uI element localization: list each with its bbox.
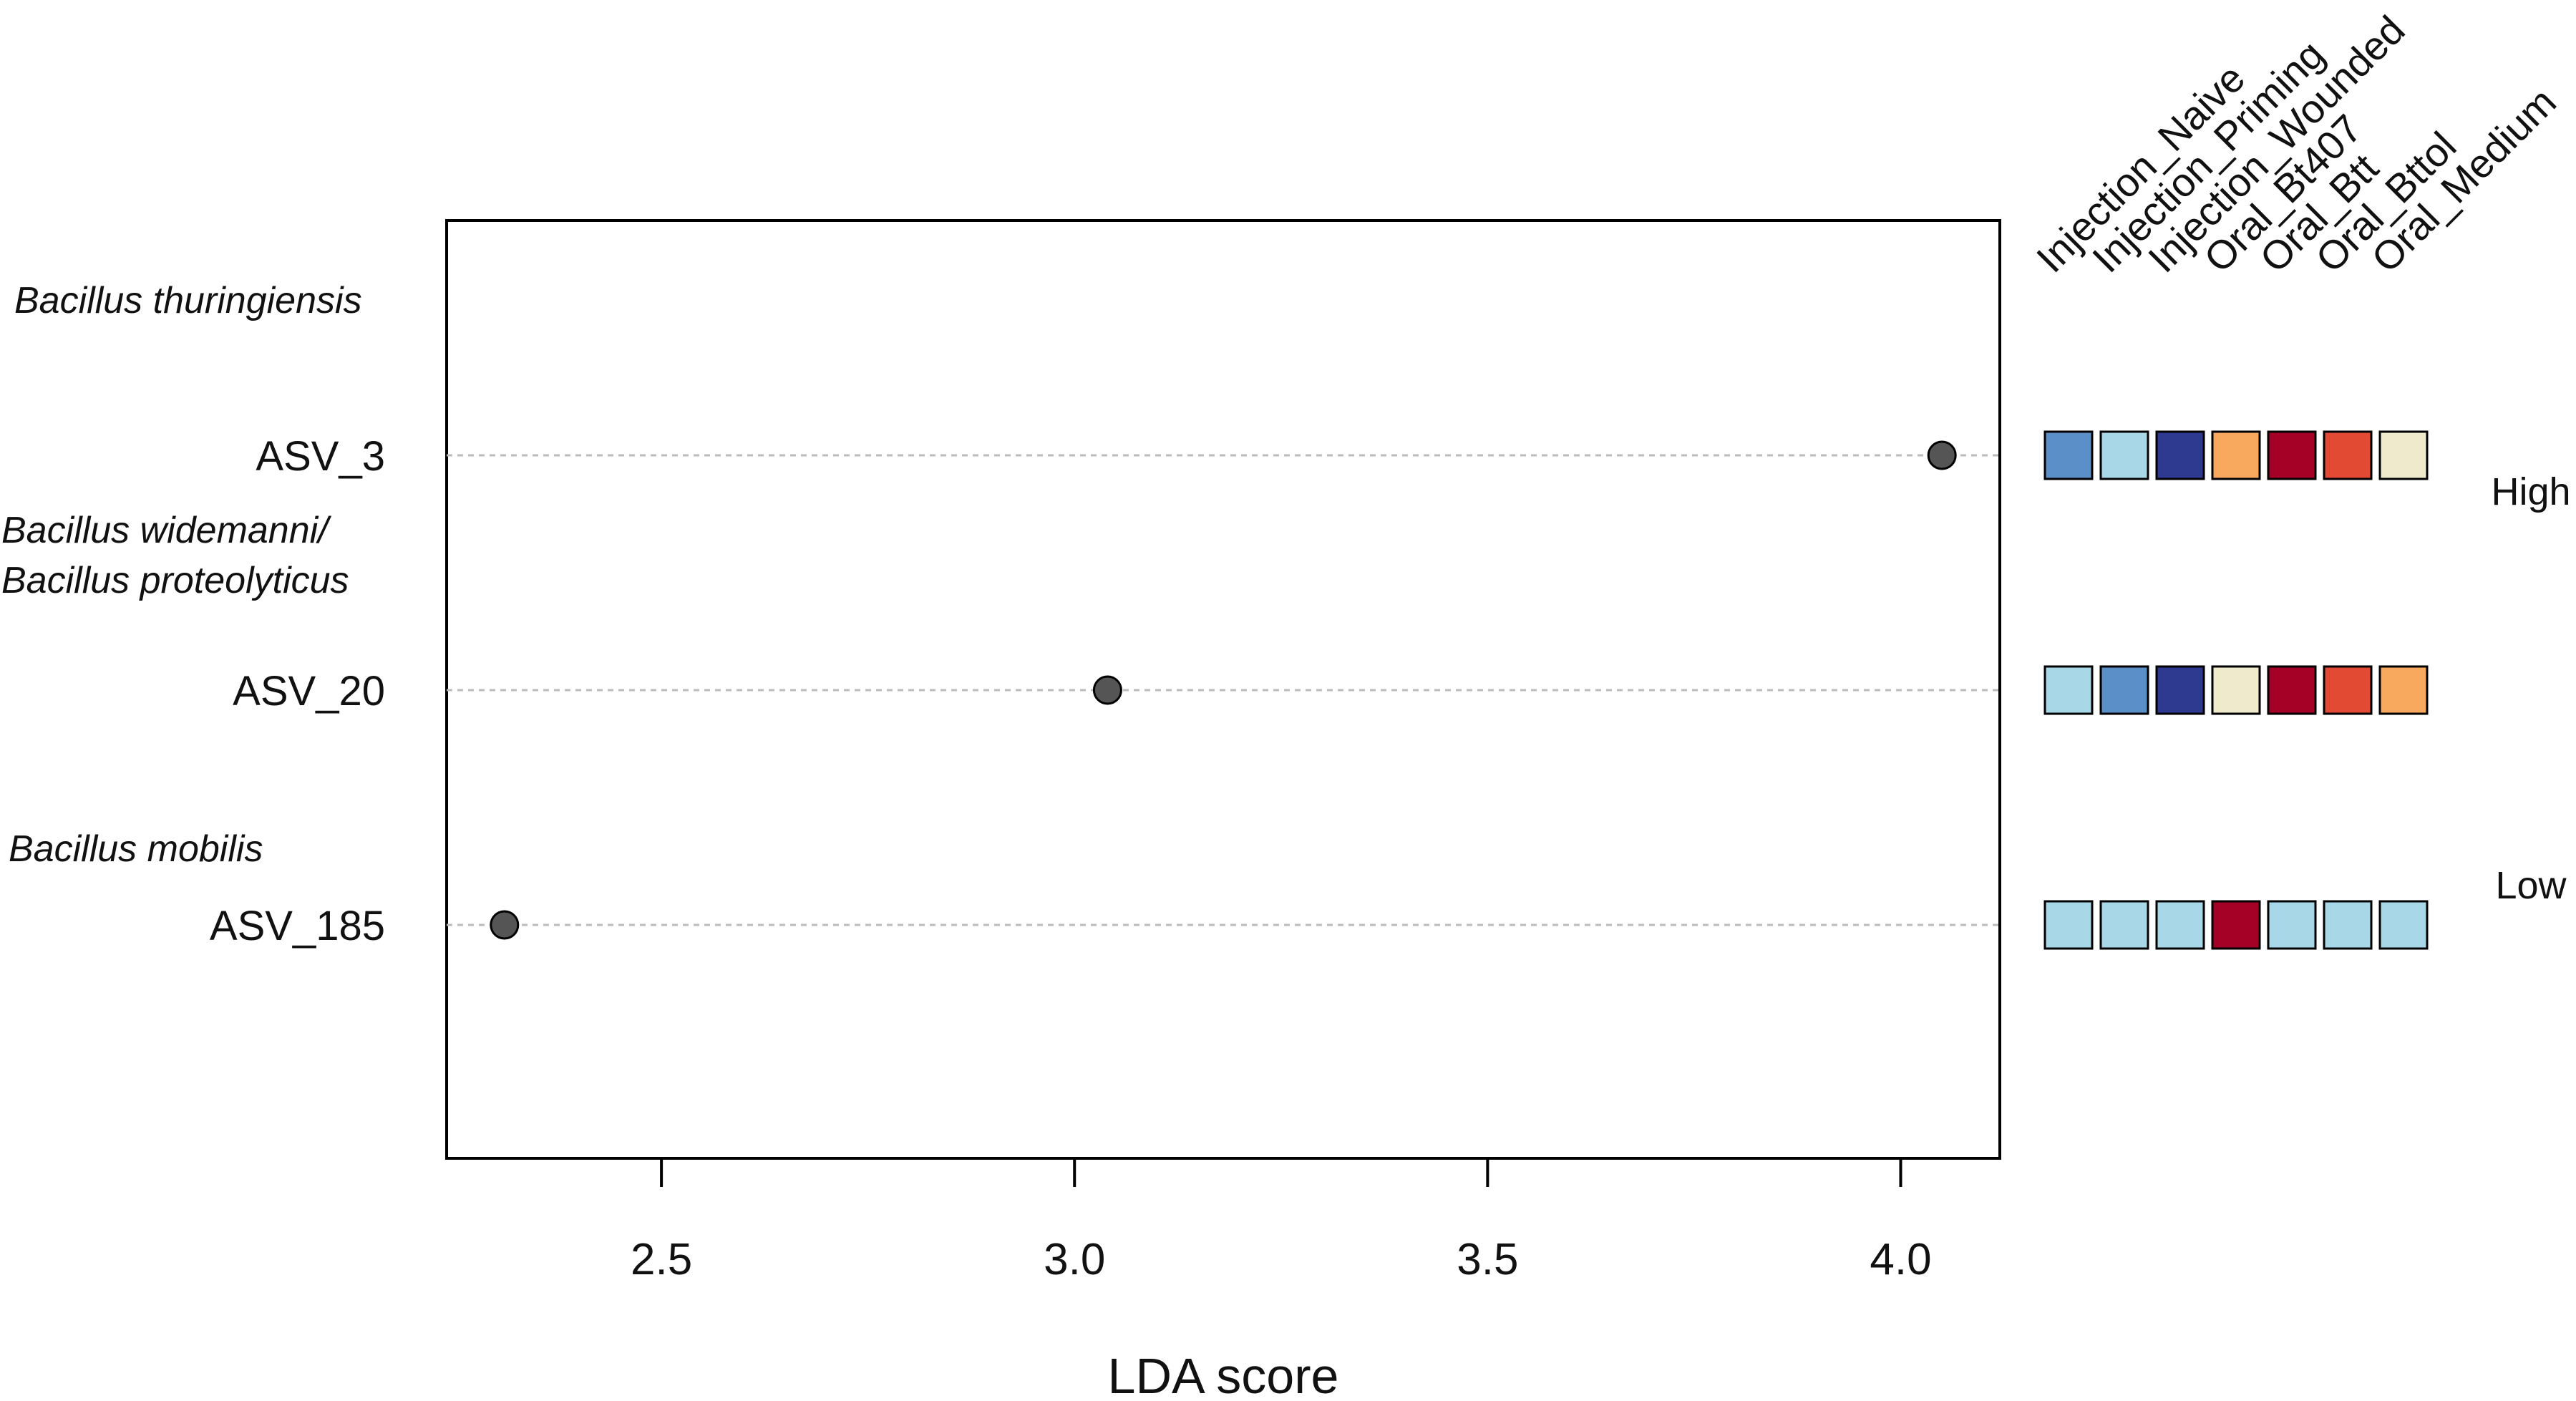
x-tick-label: 2.5 xyxy=(631,1235,692,1284)
scale-low-label: Low xyxy=(2495,864,2567,907)
heatmap-cell xyxy=(2155,665,2205,715)
heatmap-cell xyxy=(2378,665,2429,715)
heatmap-cell xyxy=(2211,900,2261,950)
feature-rows: ASV_3 ASV_20 ASV_185 xyxy=(210,433,2000,949)
heatmap-cell xyxy=(2043,900,2094,950)
heatmap-cell xyxy=(2267,665,2317,715)
feature-label: ASV_185 xyxy=(210,903,385,949)
heatmap-cell xyxy=(2267,900,2317,950)
scale-high-label: High xyxy=(2491,470,2570,513)
heatmap-cell xyxy=(2043,665,2094,715)
heatmap-cell xyxy=(2211,665,2261,715)
group-labels: Injection_Naive Injection_Priming Inject… xyxy=(2028,7,2565,281)
heatmap-cell xyxy=(2378,430,2429,480)
taxon-label: Bacillus proteolyticus xyxy=(1,560,349,601)
feature-label: ASV_20 xyxy=(233,668,385,714)
x-tick-label: 3.0 xyxy=(1044,1235,1105,1284)
lda-point xyxy=(490,910,520,940)
x-axis-label: LDA score xyxy=(1108,1348,1339,1401)
heatmap-cell xyxy=(2043,430,2094,480)
x-tick-label: 4.0 xyxy=(1870,1235,1931,1284)
taxon-label: Bacillus widemanni/ xyxy=(1,510,331,551)
taxon-label: Bacillus thuringiensis xyxy=(14,280,362,321)
heatmap-cell xyxy=(2099,665,2149,715)
heatmap-cell xyxy=(2099,900,2149,950)
lda-point xyxy=(1927,440,1957,470)
heatmap-cell xyxy=(2155,430,2205,480)
heatmap-cell xyxy=(2155,900,2205,950)
heatmap-cell xyxy=(2323,430,2373,480)
lda-point xyxy=(1092,675,1122,705)
heatmap-cell xyxy=(2267,430,2317,480)
taxon-label: Bacillus mobilis xyxy=(9,828,263,870)
heatmap-cell xyxy=(2323,900,2373,950)
x-tick-label: 3.5 xyxy=(1457,1235,1518,1284)
feature-label: ASV_3 xyxy=(256,433,385,480)
heatmap-cell xyxy=(2378,900,2429,950)
abundance-heatmap xyxy=(2043,430,2429,950)
heatmap-cell xyxy=(2099,430,2149,480)
heatmap-cell xyxy=(2211,430,2261,480)
heatmap-cell xyxy=(2323,665,2373,715)
x-axis: 2.5 3.0 3.5 4.0 LDA score xyxy=(631,1158,1932,1401)
